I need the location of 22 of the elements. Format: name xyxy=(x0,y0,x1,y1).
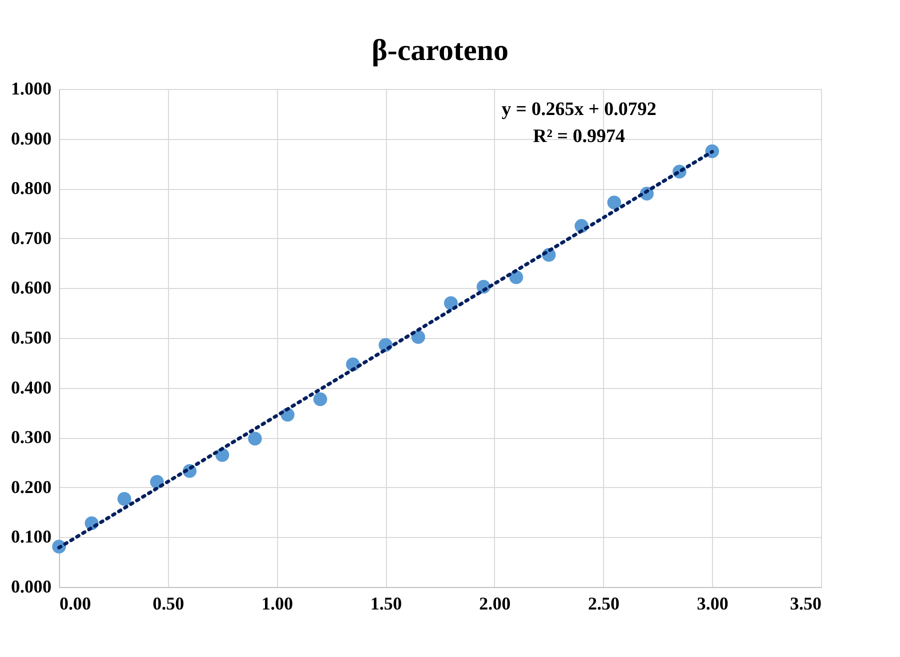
y-tick-label: 0.600 xyxy=(11,278,52,298)
x-tick-label: 2.50 xyxy=(588,594,620,614)
y-tick-label: 1.000 xyxy=(11,78,52,98)
y-tick-label: 0.200 xyxy=(11,476,52,497)
y-tick-label: 0.500 xyxy=(11,328,52,348)
x-tick-label: 1.50 xyxy=(370,594,402,614)
y-tick-label: 0.100 xyxy=(11,526,52,547)
annotation: R² = 0.9974 xyxy=(533,126,626,147)
chart-title: β-caroteno xyxy=(372,34,508,67)
y-tick-label: 0.400 xyxy=(11,377,52,398)
y-tick-label: 0.300 xyxy=(11,427,52,448)
x-tick-label: 0.00 xyxy=(60,594,91,614)
y-tick-label: 0.700 xyxy=(11,228,52,248)
y-tick-label: 0.800 xyxy=(11,178,52,198)
y-tick-label: 0.900 xyxy=(11,128,52,148)
y-tick-label: 0.000 xyxy=(11,576,52,596)
x-tick-label: 1.00 xyxy=(261,594,293,614)
x-tick-label: 2.00 xyxy=(479,594,511,614)
x-tick-label: 0.50 xyxy=(152,594,184,614)
x-tick-label: 3.00 xyxy=(696,594,728,614)
annotation: y = 0.265x + 0.0792 xyxy=(502,99,656,120)
x-tick-label: 3.50 xyxy=(790,594,822,614)
